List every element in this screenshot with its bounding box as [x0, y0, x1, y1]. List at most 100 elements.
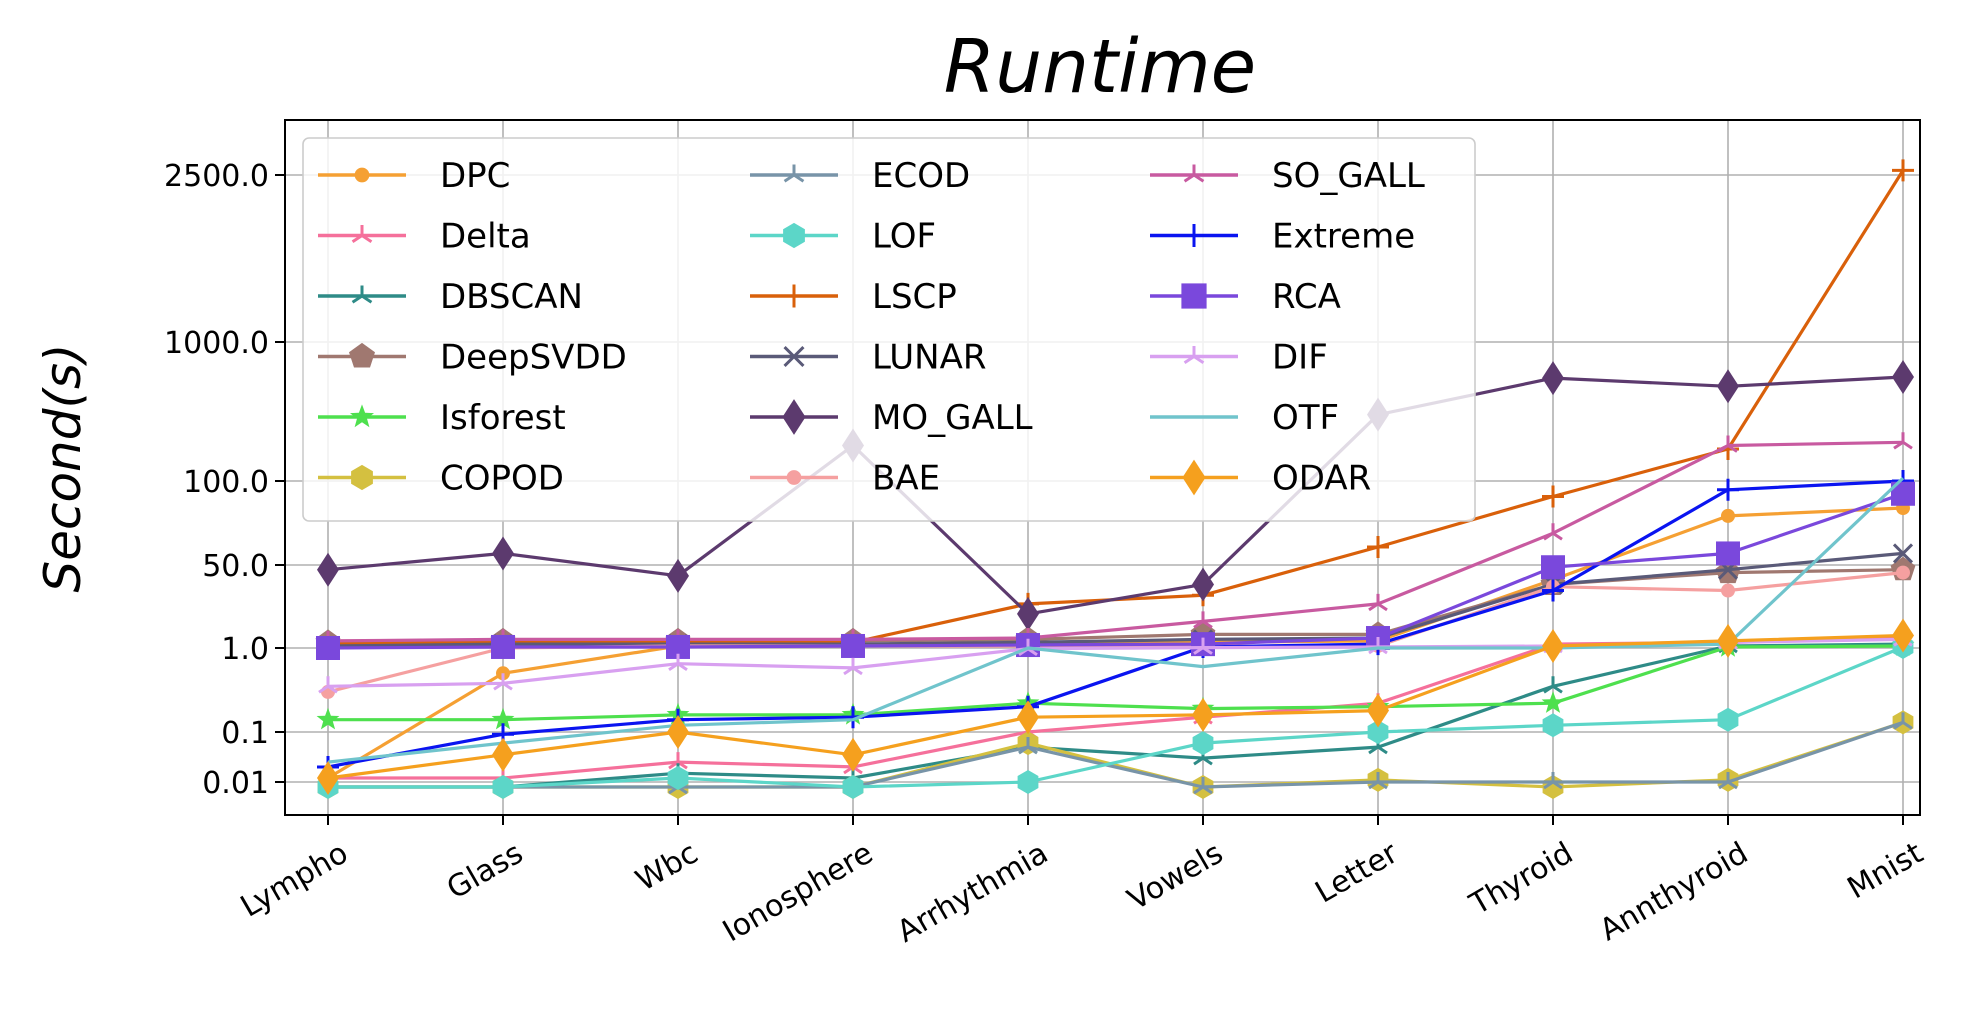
- data-point: [1721, 583, 1735, 598]
- plot-area-frame: [284, 119, 1921, 816]
- y-tick-label: 2500.0: [164, 159, 269, 194]
- series-odar: [317, 618, 1914, 796]
- data-point: [843, 657, 863, 676]
- legend-entry: DPC: [318, 156, 510, 196]
- y-tick-label: 0.01: [202, 766, 269, 801]
- legend-entry: ODAR: [1150, 459, 1371, 499]
- data-point: [668, 752, 688, 770]
- data-point: [1368, 593, 1388, 612]
- series-line: [327, 440, 1904, 643]
- legend-label: LSCP: [872, 277, 957, 317]
- data-point: [351, 285, 373, 304]
- series-otf: [327, 476, 1905, 764]
- data-point: [1017, 700, 1039, 735]
- data-point: [1717, 478, 1739, 501]
- data-point: [1721, 508, 1735, 523]
- data-point: [1717, 623, 1739, 658]
- y-axis-ticks: 0.01 0.1 1.0 50.0 100.0 1000.0 2500.0: [164, 159, 285, 801]
- data-point: [786, 470, 802, 485]
- data-point: [1892, 360, 1914, 395]
- data-point: [1183, 346, 1205, 365]
- series-line: [327, 551, 1904, 648]
- x-tick-label: Wbc: [630, 836, 704, 899]
- legend-entry: LUNAR: [750, 338, 986, 378]
- series-line: [327, 568, 1904, 644]
- legend-label: OTF: [1272, 398, 1339, 438]
- y-tick-label: 1.0: [221, 632, 269, 667]
- data-point: [782, 284, 806, 308]
- series-line: [328, 720, 1904, 789]
- legend-label: RCA: [1272, 277, 1341, 317]
- x-tick-label: Vowels: [1122, 836, 1229, 918]
- data-point: [1183, 164, 1205, 183]
- x-tick-label: Ionosphere: [717, 836, 879, 950]
- data-point: [782, 399, 806, 435]
- legend-entry: DBSCAN: [318, 277, 583, 317]
- data-point: [1193, 611, 1213, 629]
- data-point: [783, 164, 805, 183]
- chart-title: Runtime: [944, 24, 1256, 110]
- series-lines: [315, 159, 1916, 799]
- series-rca: [316, 481, 1915, 660]
- data-point: [1542, 579, 1564, 602]
- data-point: [316, 707, 340, 730]
- series-line: [327, 571, 1904, 694]
- data-point: [1542, 485, 1564, 508]
- data-point: [842, 737, 864, 772]
- x-tick-label: Arrhythmia: [891, 836, 1054, 950]
- y-axis-label: Second(s): [34, 343, 92, 592]
- legend-entry: ECOD: [750, 156, 970, 196]
- data-point: [1193, 637, 1213, 655]
- data-point: [1367, 536, 1389, 559]
- series-bae: [321, 565, 1910, 699]
- data-point: [1892, 618, 1914, 653]
- data-point: [667, 715, 689, 749]
- x-axis-ticks: Lympho Glass Wbc Ionosphere Arrhythmia Vowels…: [235, 815, 1929, 950]
- legend-entry: Delta: [318, 217, 531, 257]
- series-line: [327, 479, 1904, 769]
- legend-entry: Isforest: [318, 398, 566, 438]
- data-point: [1182, 223, 1206, 248]
- x-tick-label: Annthyroid: [1594, 836, 1754, 949]
- data-point: [317, 761, 339, 796]
- legend-entry: Extreme: [1150, 217, 1415, 257]
- legend-label: Isforest: [440, 398, 566, 438]
- data-point: [317, 552, 339, 587]
- data-point: [349, 342, 375, 368]
- data-point: [492, 737, 514, 772]
- legend-entry: LOF: [750, 217, 936, 257]
- data-point: [1192, 567, 1214, 602]
- series-line: [328, 644, 1904, 722]
- data-point: [1543, 676, 1563, 694]
- data-point: [351, 464, 373, 491]
- legend-label: DBSCAN: [440, 277, 583, 317]
- series-line: [328, 645, 1904, 789]
- y-tick-label: 50.0: [202, 549, 269, 584]
- x-tick-label: Mnist: [1842, 835, 1930, 906]
- data-point: [1192, 697, 1214, 732]
- data-point: [667, 766, 689, 790]
- data-point: [351, 225, 373, 244]
- data-point: [1368, 772, 1388, 790]
- data-point: [1541, 691, 1565, 713]
- data-point: [667, 558, 689, 593]
- legend-label: ODAR: [1272, 459, 1371, 499]
- data-point: [1193, 777, 1213, 795]
- data-point: [1718, 772, 1738, 790]
- data-point: [1892, 159, 1914, 182]
- data-point: [316, 636, 340, 660]
- data-point: [354, 167, 370, 183]
- legend-label: BAE: [872, 459, 940, 499]
- data-point: [1018, 737, 1038, 755]
- legend-label: MO_GALL: [872, 398, 1033, 438]
- data-point: [1542, 713, 1564, 738]
- y-tick-label: 1000.0: [164, 326, 269, 361]
- legend-label: ECOD: [872, 156, 970, 196]
- data-point: [491, 707, 515, 730]
- legend-box: [302, 137, 1476, 522]
- legend-label: COPOD: [440, 459, 564, 499]
- data-point: [1892, 543, 1914, 564]
- x-tick-label: Thyroid: [1463, 836, 1579, 923]
- legend-label: DIF: [1272, 338, 1328, 378]
